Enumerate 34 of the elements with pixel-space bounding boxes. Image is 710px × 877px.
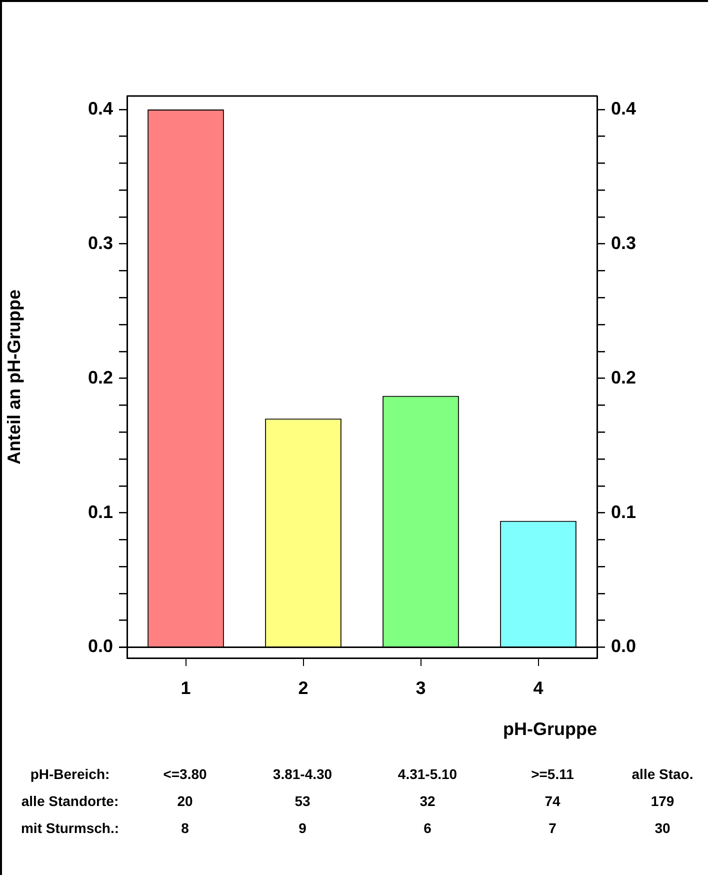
text: 7 [548,818,558,838]
y-axis-title: Anteil an pH-Gruppe [4,290,24,464]
y2-tick-label: 0.4 [611,98,636,118]
x-tick-label: 3 [416,678,426,698]
y2-tick-label: 0.2 [611,367,636,388]
text: 9 [298,818,308,838]
text: mit Sturmsch.: [20,818,120,838]
y-tick-label: 0.0 [88,636,113,656]
y-tick-label: 0.4 [88,98,113,118]
y2-tick-label: 0.3 [611,232,636,253]
text: pH-Bereich: [29,764,111,784]
y2-tick-label: 0.1 [611,502,636,522]
x-tick-label: 1 [180,678,191,698]
text: <=3.80 [162,764,208,784]
text: 4.31-5.10 [396,764,458,784]
text: 8 [180,818,190,838]
text: 30 [654,818,672,838]
text: 74 [544,792,562,810]
text: 32 [418,792,436,810]
text: 6 [422,818,432,838]
x-tick-label: 2 [298,678,308,698]
text: >=5.11 [530,764,575,784]
text: 179 [650,792,676,810]
y-tick-label: 0.3 [88,232,113,253]
y-tick-label: 0.2 [88,367,113,388]
x-axis-title: pH-Gruppe [503,719,597,740]
y2-tick-label: 0.0 [611,636,636,656]
text: alle Stao. [630,764,694,784]
text: 20 [176,792,194,810]
text: alle Standorte: [20,792,120,810]
text: 53 [294,792,312,810]
y-tick-label: 0.1 [88,502,113,522]
text: 3.81-4.30 [272,764,334,784]
x-tick-label: 4 [533,678,544,698]
